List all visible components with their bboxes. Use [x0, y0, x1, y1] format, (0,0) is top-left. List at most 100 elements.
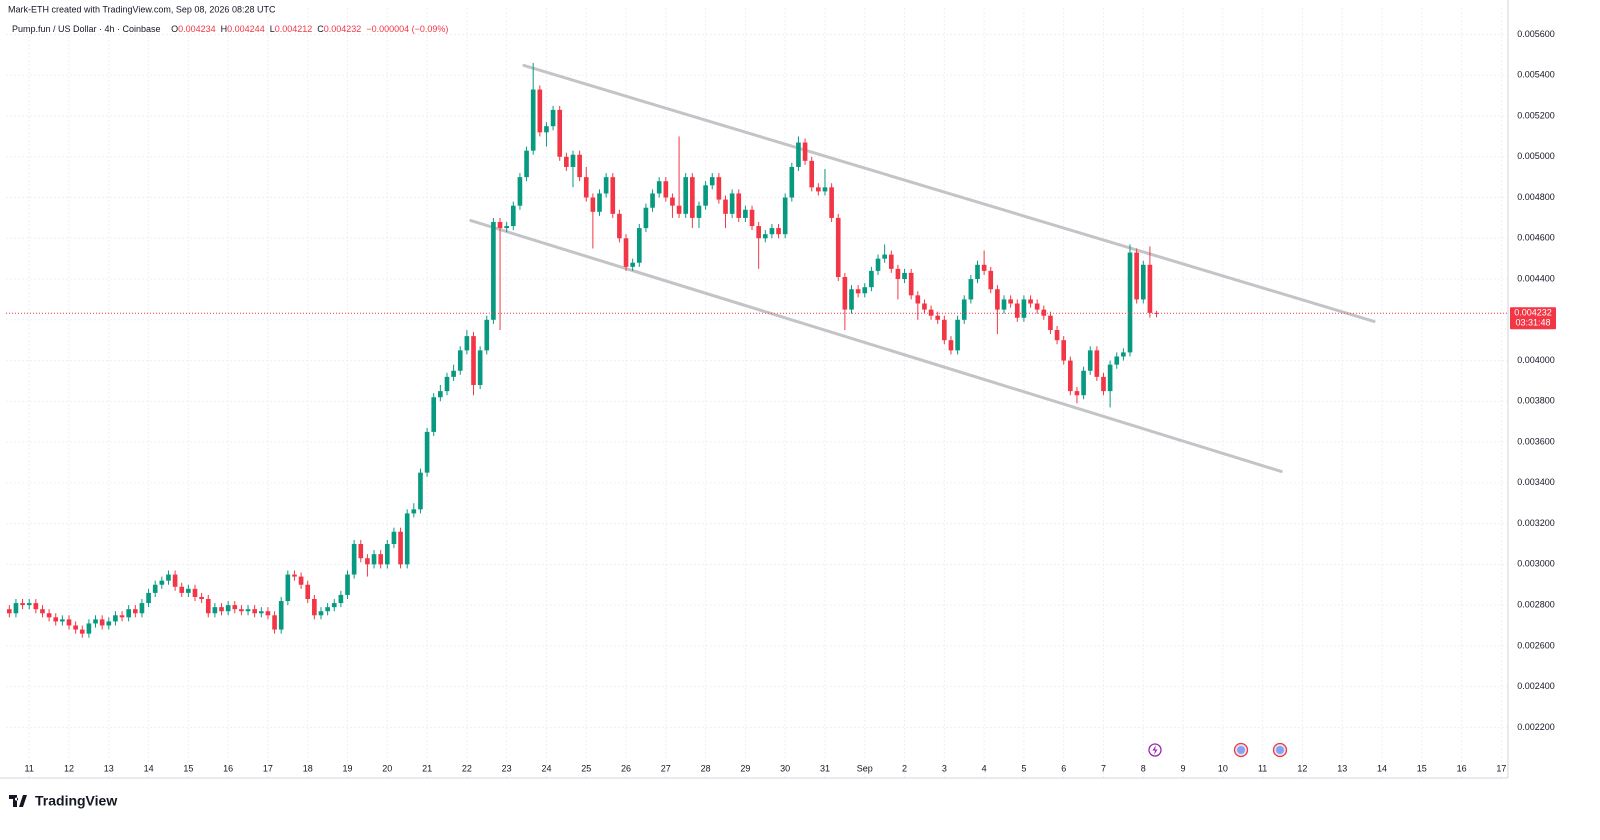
symbol: Pump.fun / US Dollar · 4h · Coinbase [12, 24, 161, 34]
candle-body [186, 588, 191, 593]
candle-body [6, 609, 12, 614]
x-tick-label: 18 [303, 763, 313, 773]
x-tick-label: 13 [1337, 763, 1347, 773]
candle-body [716, 177, 722, 200]
candle-body [849, 289, 854, 310]
candle-body [126, 609, 132, 618]
x-tick-label: 26 [621, 763, 631, 773]
candle-body [1094, 350, 1100, 377]
candle-body [955, 319, 960, 351]
candle-body [132, 609, 138, 614]
candle-body [471, 336, 476, 386]
candle-body [1147, 264, 1153, 313]
candle-body [544, 126, 549, 133]
candle-body [338, 594, 344, 604]
candle-body [862, 287, 868, 294]
candle-body [278, 601, 284, 630]
candle-body [46, 613, 52, 618]
x-tick-label: 11 [25, 763, 34, 773]
candle-body [99, 619, 105, 626]
candle-body [1140, 264, 1146, 300]
x-tick-label: 4 [982, 763, 987, 773]
y-tick-label: 0.004400 [1517, 273, 1555, 283]
candle-body [995, 289, 1000, 310]
candle-body [331, 603, 337, 608]
candle-body [630, 262, 635, 267]
x-tick-label: 30 [780, 763, 790, 773]
event-glyph [1276, 746, 1284, 754]
candle-body [312, 599, 317, 616]
candle-body [245, 609, 251, 612]
candle-body [252, 609, 257, 614]
candle-body [119, 615, 125, 618]
candle-body [358, 543, 364, 559]
candle-body [802, 142, 808, 161]
candle-body [1068, 360, 1073, 392]
candle-body [676, 205, 682, 214]
candle-body [398, 531, 403, 565]
x-tick-label: 16 [1457, 763, 1467, 773]
candle-body [404, 513, 410, 565]
candle-body [583, 177, 589, 198]
candle-body [477, 350, 483, 386]
x-tick-label: 27 [661, 763, 671, 773]
candle-body [1127, 252, 1133, 353]
candle-body [1107, 364, 1113, 392]
candle-body [782, 197, 788, 235]
logo: TradingView [9, 793, 117, 809]
candle-body [451, 370, 456, 377]
candle-body [298, 576, 304, 585]
candle-body [192, 588, 198, 597]
candle-body [378, 554, 383, 565]
candle-body [530, 89, 536, 151]
ohlc-key: O [171, 24, 178, 34]
x-tick-label: 25 [581, 763, 591, 773]
x-tick-label: 12 [64, 763, 74, 773]
trendline [522, 63, 1376, 323]
candle-body [1014, 303, 1020, 318]
candle-body [1034, 303, 1040, 310]
candle-body [670, 197, 675, 206]
candle-body [855, 289, 861, 294]
candle-body [272, 615, 277, 630]
candle-body [457, 350, 463, 371]
y-tick-label: 0.005000 [1517, 151, 1555, 161]
candle-body [1041, 309, 1047, 316]
y-tick-label: 0.005200 [1517, 110, 1555, 120]
candle-body [928, 309, 934, 316]
candle-body [709, 177, 715, 186]
candle-body [146, 592, 151, 604]
ohlc-value: 0.004232 [324, 24, 362, 34]
x-tick-label: 31 [820, 763, 830, 773]
candle-body [166, 574, 171, 581]
candle-body [723, 199, 728, 214]
candle-body [636, 228, 642, 263]
candle-body [384, 543, 390, 565]
candle-body [33, 603, 39, 610]
candle-body [882, 254, 887, 259]
candle-body [159, 580, 165, 585]
candle-body [351, 543, 357, 575]
candle-body [968, 279, 974, 300]
trendlines [469, 63, 1376, 473]
y-tick-label: 0.002600 [1517, 640, 1555, 650]
y-tick-label: 0.004800 [1517, 192, 1555, 202]
x-tick-label: 29 [740, 763, 750, 773]
ohlc-value: 0.004244 [227, 24, 265, 34]
candle-body [305, 584, 311, 600]
x-tick-label: 3 [942, 763, 947, 773]
candle-body [1121, 352, 1126, 357]
x-tick-label: 16 [223, 763, 233, 773]
x-tick-label: 17 [1496, 763, 1506, 773]
candle-body [590, 197, 596, 212]
legend-header: Pump.fun / US Dollar · 4h · Coinbase O 0.… [12, 24, 448, 34]
x-tick-label: 7 [1101, 763, 1106, 773]
candle-body [365, 558, 370, 565]
candle-body [318, 611, 324, 616]
y-tick-label: 0.003200 [1517, 518, 1555, 528]
candle-body [564, 156, 569, 167]
candle-body [1061, 340, 1067, 361]
candle-body [418, 472, 423, 510]
candle-body [53, 617, 59, 622]
countdown-label: 03:31:48 [1515, 318, 1550, 328]
